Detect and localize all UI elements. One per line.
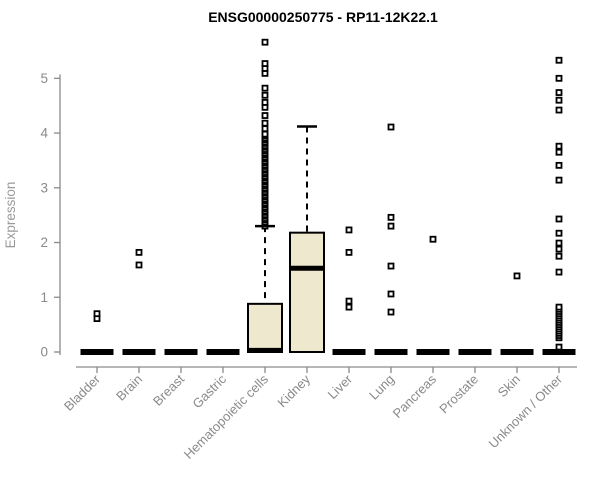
collapsed-box-bar (332, 349, 366, 355)
outlier-point (555, 96, 563, 104)
box-group-bladder (80, 310, 114, 355)
outlier-point (555, 229, 563, 237)
outlier-point (261, 84, 269, 92)
collapsed-box-bar (542, 349, 576, 355)
x-category-label: Gastric (189, 371, 229, 411)
collapsed-box-bar (122, 349, 156, 355)
outlier-point (555, 252, 563, 260)
y-axis-tick-label: 1 (40, 290, 48, 305)
x-category-label: Lung (366, 372, 397, 403)
x-category-label: Brain (113, 372, 145, 404)
outlier-point (135, 261, 143, 269)
outlier-point (555, 239, 563, 247)
outlier-point (387, 308, 395, 316)
x-category-label: Skin (495, 372, 523, 400)
y-axis-tick-label: 5 (40, 71, 48, 86)
box-group-unknown-other (542, 56, 576, 355)
outlier-point (387, 213, 395, 221)
outlier-point (135, 248, 143, 256)
outlier-point (261, 91, 269, 99)
outlier-point (261, 119, 269, 127)
outlier-point (345, 297, 353, 305)
x-category-label: Pancreas (390, 371, 440, 421)
outlier-point (429, 235, 437, 243)
y-axis-tick-label: 3 (40, 180, 48, 195)
outlier-point (555, 142, 563, 150)
y-axis-label: Expression (3, 181, 18, 249)
collapsed-box-bar (164, 349, 198, 355)
box-group-gastric (206, 349, 240, 355)
box-group-hematopoietic-cells (247, 38, 283, 353)
box-group-skin (500, 272, 534, 355)
collapsed-box-bar (500, 349, 534, 355)
outlier-point (555, 148, 563, 156)
outlier-point (555, 245, 563, 253)
x-category-label: Bladder (61, 371, 104, 414)
x-category-label: Breast (150, 371, 187, 408)
outlier-point (555, 215, 563, 223)
box-group-breast (164, 349, 198, 355)
box-group-brain (122, 248, 156, 355)
outlier-point (555, 343, 563, 351)
x-category-label: Unknown / Other (486, 371, 566, 451)
outlier-point (345, 226, 353, 234)
collapsed-box-bar (80, 349, 114, 355)
outlier-point (345, 303, 353, 311)
y-axis-tick-label: 4 (40, 126, 48, 141)
outlier-point (555, 303, 563, 311)
box-rect (247, 302, 283, 353)
x-category-label: Prostate (436, 372, 481, 417)
box-group-liver (332, 226, 366, 355)
collapsed-box-bar (416, 349, 450, 355)
outlier-point (387, 222, 395, 230)
collapsed-box-bar (458, 349, 492, 355)
y-axis-tick-label: 0 (40, 345, 48, 360)
outlier-point (261, 38, 269, 46)
box-group-lung (374, 123, 408, 355)
outlier-point (261, 112, 269, 119)
outlier-point (345, 248, 353, 256)
outlier-point (513, 272, 521, 280)
chart-title: ENSG00000250775 - RP11-12K22.1 (208, 9, 438, 25)
collapsed-box-bar (206, 349, 240, 355)
outlier-point (555, 176, 563, 184)
x-category-label: Kidney (274, 371, 313, 410)
box-group-kidney (289, 125, 325, 354)
outlier-point (555, 268, 563, 276)
outlier-point (555, 161, 563, 169)
outlier-point (261, 125, 269, 133)
outlier-point (261, 99, 269, 106)
outlier-point (555, 89, 563, 96)
outlier-point (555, 74, 563, 82)
x-category-label: Liver (325, 371, 356, 402)
box-rect (289, 231, 325, 354)
box-group-prostate (458, 349, 492, 355)
y-axis-tick-label: 2 (40, 235, 48, 250)
collapsed-box-bar (374, 349, 408, 355)
outlier-point (555, 106, 563, 114)
outlier-point (387, 262, 395, 270)
outlier-point (93, 310, 101, 318)
outlier-point (387, 290, 395, 298)
outlier-point (261, 130, 269, 138)
outlier-point (555, 56, 563, 64)
outlier-point (261, 60, 269, 67)
outlier-point (387, 123, 395, 131)
box-group-pancreas (416, 235, 450, 355)
